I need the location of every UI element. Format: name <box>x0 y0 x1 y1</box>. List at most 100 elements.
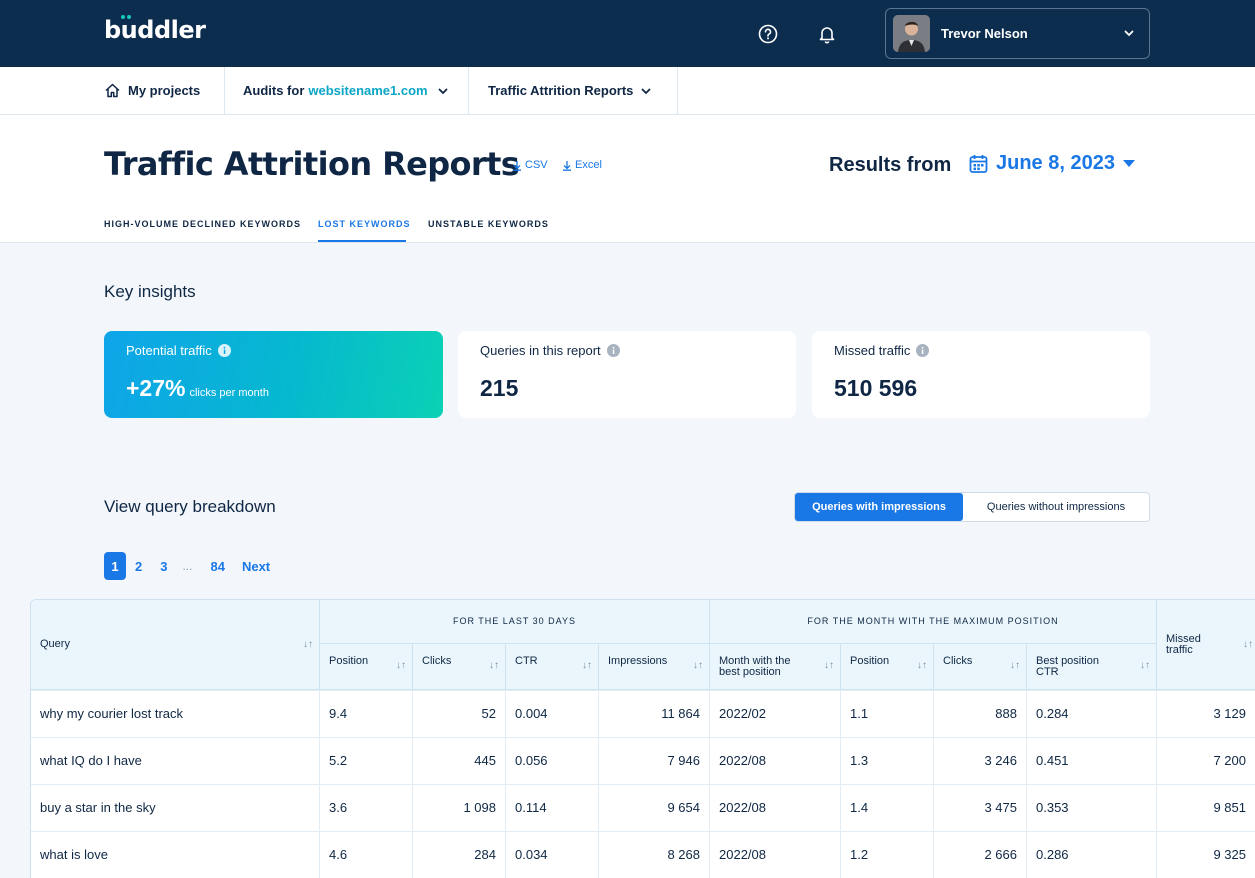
cell-best-ctr: 0.353 <box>1027 785 1157 832</box>
page-2-button[interactable]: 2 <box>135 558 143 574</box>
column-header-ctr[interactable]: CTR ↓↑ <box>506 644 599 690</box>
group-header-max-position: FOR THE MONTH WITH THE MAXIMUM POSITION <box>710 600 1157 644</box>
caret-down-icon <box>1122 159 1135 167</box>
column-header-best-ctr[interactable]: Best position CTR ↓↑ <box>1027 644 1157 690</box>
sort-icon[interactable]: ↓↑ <box>303 639 313 650</box>
cell-clicks: 445 <box>413 738 506 785</box>
column-header-missed-traffic[interactable]: Missed traffic ↓↑ <box>1157 600 1255 690</box>
nav-my-projects[interactable]: My projects <box>104 67 200 114</box>
missed-traffic-card: Missed traffic 510 596 <box>812 331 1150 418</box>
cell-clicks: 284 <box>413 832 506 878</box>
potential-traffic-label-row: Potential traffic <box>126 343 231 358</box>
page-3-button[interactable]: 3 <box>160 558 168 574</box>
missed-traffic-value: 510 596 <box>834 375 918 401</box>
key-insights-title: Key insights <box>104 282 196 301</box>
cell-clicks: 52 <box>413 691 506 738</box>
nav-audits-site: websitename1.com <box>308 83 428 98</box>
download-csv-link[interactable]: CSV <box>512 159 548 171</box>
tab-unstable-keywords[interactable]: UNSTABLE KEYWORDS <box>428 219 549 229</box>
cell-query: buy a star in the sky <box>31 785 320 832</box>
sort-icon[interactable]: ↓↑ <box>824 660 834 671</box>
column-header-label: Month with the best position <box>719 655 791 678</box>
column-header-label: Query <box>40 638 70 650</box>
pagination: 1 2 3 ... 84 Next <box>104 552 270 580</box>
cell-missed-traffic: 7 200 <box>1213 753 1246 768</box>
home-icon <box>105 83 120 98</box>
query-breakdown-title: View query breakdown <box>104 497 276 516</box>
column-header-label: Clicks <box>943 655 973 667</box>
impressions-toggle: Queries with impressions Queries without… <box>794 492 1150 522</box>
missed-traffic-label-row: Missed traffic <box>834 343 930 358</box>
toggle-without-impressions[interactable]: Queries without impressions <box>986 501 1126 513</box>
page-title: Traffic Attrition Reports <box>104 145 520 183</box>
column-header-query[interactable]: Query ↓↑ <box>31 600 320 690</box>
cell-impressions: 9 654 <box>599 785 710 832</box>
potential-traffic-card: Potential traffic +27% clicks per month <box>104 331 443 418</box>
cell-impressions: 11 864 <box>599 691 710 738</box>
column-header-best-clicks[interactable]: Clicks ↓↑ <box>934 644 1027 690</box>
help-icon[interactable] <box>757 23 779 45</box>
sort-icon[interactable]: ↓↑ <box>489 660 499 671</box>
table-row[interactable]: what is love 4.6 284 0.034 8 268 2022/08… <box>31 831 1255 878</box>
cell-query: what IQ do I have <box>31 738 320 785</box>
tab-high-volume-declined[interactable]: HIGH-VOLUME DECLINED KEYWORDS <box>104 219 302 229</box>
sort-icon[interactable]: ↓↑ <box>1140 660 1150 671</box>
column-header-impressions[interactable]: Impressions ↓↑ <box>599 644 710 690</box>
cell-position: 9.4 <box>320 691 413 738</box>
cell-ctr: 0.034 <box>506 832 599 878</box>
cell-best-ctr: 0.284 <box>1027 691 1157 738</box>
sort-icon[interactable]: ↓↑ <box>396 660 406 671</box>
cell-impressions: 8 268 <box>599 832 710 878</box>
column-header-label: Position <box>329 655 369 667</box>
download-excel-link[interactable]: Excel <box>562 159 602 171</box>
sort-icon[interactable]: ↓↑ <box>1010 660 1020 671</box>
sort-icon[interactable]: ↓↑ <box>693 660 703 671</box>
nav-audits-label: Audits for <box>243 83 305 98</box>
cell-impressions: 7 946 <box>599 738 710 785</box>
nav-my-projects-label: My projects <box>128 83 201 98</box>
nav-reports-dropdown[interactable]: Traffic Attrition Reports <box>488 67 652 114</box>
page-84-button[interactable]: 84 <box>210 558 225 574</box>
sort-icon[interactable]: ↓↑ <box>917 660 927 671</box>
column-header-clicks[interactable]: Clicks ↓↑ <box>413 644 506 690</box>
table-row[interactable]: what IQ do I have 5.2 445 0.056 7 946 20… <box>31 737 1255 785</box>
group-header-last-30-days: FOR THE LAST 30 DAYS <box>320 600 710 644</box>
logo[interactable]: buddler <box>104 15 206 44</box>
cell-best-clicks: 888 <box>934 691 1027 738</box>
cell-missed-traffic: 3 129 <box>1213 706 1246 721</box>
cell-month: 2022/02 <box>710 691 841 738</box>
cell-position: 5.2 <box>320 738 413 785</box>
cell-best-ctr: 0.286 <box>1027 832 1157 878</box>
cell-clicks: 1 098 <box>413 785 506 832</box>
cell-best-clicks: 2 666 <box>934 832 1027 878</box>
next-page-button[interactable]: Next <box>241 558 271 574</box>
sort-icon[interactable]: ↓↑ <box>582 660 592 671</box>
user-menu[interactable]: Trevor Nelson <box>885 8 1150 59</box>
logo-dot <box>127 15 131 19</box>
table-row[interactable]: buy a star in the sky 3.6 1 098 0.114 9 … <box>31 784 1255 832</box>
page-1-button[interactable]: 1 <box>104 552 126 580</box>
table-row[interactable]: why my courier lost track 9.4 52 0.004 1… <box>31 690 1255 738</box>
nav-audits-dropdown[interactable]: Audits for websitename1.com <box>243 67 449 114</box>
sort-icon[interactable]: ↓↑ <box>1243 639 1253 650</box>
cell-month: 2022/08 <box>710 785 841 832</box>
column-header-position[interactable]: Position ↓↑ <box>320 644 413 690</box>
missed-traffic-label: Missed traffic <box>834 343 911 358</box>
info-icon[interactable] <box>217 344 231 357</box>
queries-value: 215 <box>480 375 519 401</box>
column-header-best-position[interactable]: Position ↓↑ <box>841 644 934 690</box>
info-icon[interactable] <box>916 344 930 357</box>
nav-bar: My projects Audits for websitename1.com … <box>0 67 1255 115</box>
tab-lost-keywords[interactable]: LOST KEYWORDS <box>318 219 411 229</box>
nav-reports-label: Traffic Attrition Reports <box>488 83 634 98</box>
bell-icon[interactable] <box>816 23 838 45</box>
date-picker[interactable]: June 8, 2023 <box>969 152 1135 175</box>
cell-month: 2022/08 <box>710 832 841 878</box>
column-header-label: Clicks <box>422 655 452 667</box>
column-header-label: Best position CTR <box>1036 655 1099 678</box>
cell-best-position: 1.4 <box>841 785 934 832</box>
nav-divider <box>224 67 225 114</box>
info-icon[interactable] <box>606 344 620 357</box>
column-header-month[interactable]: Month with the best position ↓↑ <box>710 644 841 690</box>
toggle-with-impressions[interactable]: Queries with impressions <box>795 493 963 521</box>
